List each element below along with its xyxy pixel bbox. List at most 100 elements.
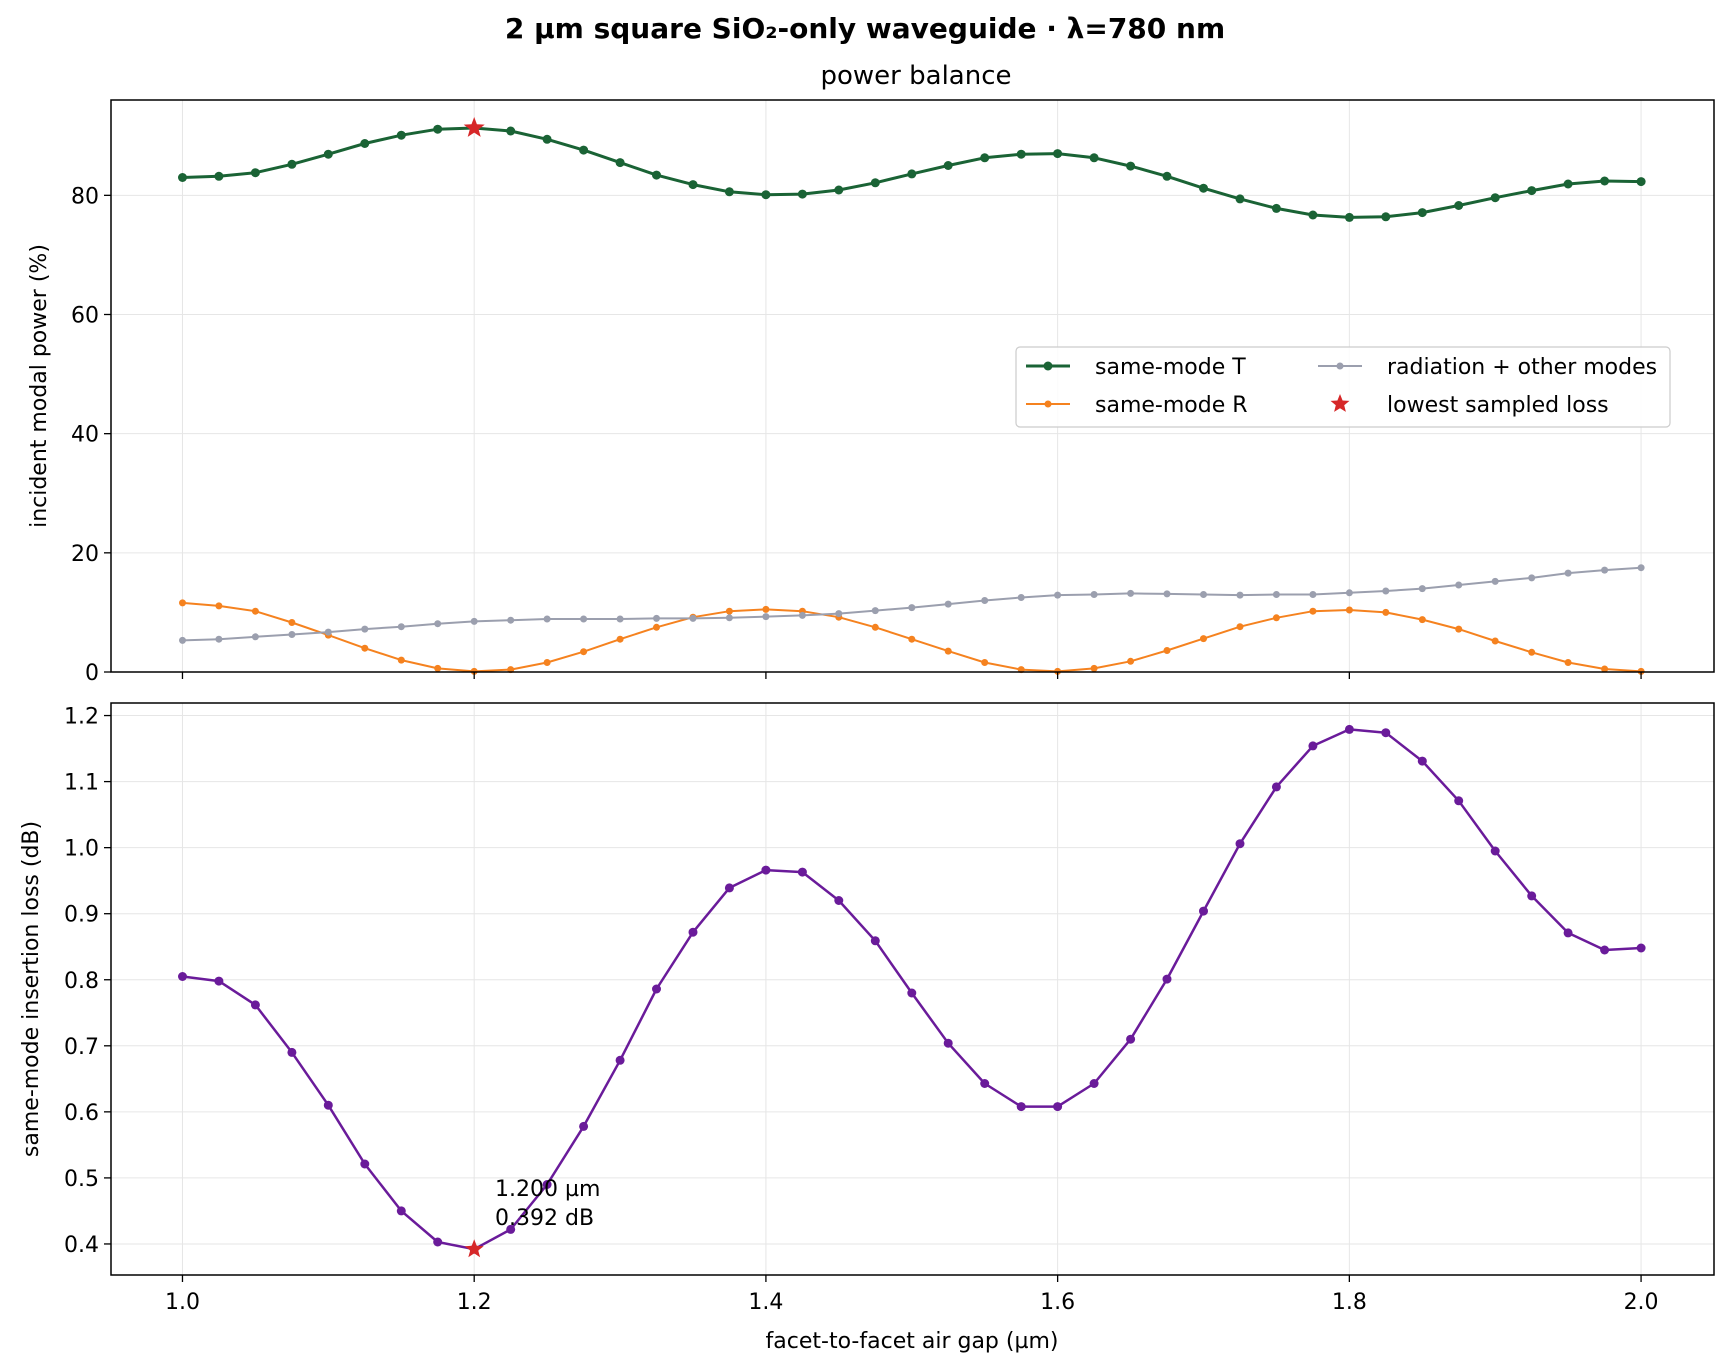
legend-label-lowest-loss: lowest sampled loss	[1387, 393, 1609, 418]
same-mode-r-point-7	[434, 664, 442, 672]
radiation-point-6	[397, 623, 405, 631]
radiation-point-30	[1272, 591, 1280, 598]
same-mode-r-point-0	[179, 599, 186, 607]
radiation-point-37	[1528, 574, 1536, 582]
radiation-point-39	[1601, 566, 1609, 574]
same-mode-t-point-27	[1162, 171, 1172, 181]
insertion-loss-point-15	[724, 883, 734, 893]
radiation-point-20	[908, 604, 916, 612]
radiation-point-11	[580, 615, 588, 623]
bottom-y-tick-label-0.8: 0.8	[64, 969, 99, 994]
insertion-loss-point-1	[214, 976, 224, 986]
same-mode-r-point-16	[762, 605, 770, 613]
same-mode-t-point-14	[688, 180, 698, 190]
same-mode-t-point-40	[1636, 177, 1646, 187]
radiation-point-10	[543, 615, 551, 623]
top-y-tick-label-40: 40	[71, 423, 99, 448]
bottom-y-tick-label-0.9: 0.9	[64, 903, 99, 928]
same-mode-t-point-13	[652, 170, 661, 180]
same-mode-r-point-33	[1382, 608, 1390, 616]
radiation-point-7	[434, 620, 442, 628]
radiation-point-12	[616, 615, 624, 623]
same-mode-r-point-30	[1272, 614, 1280, 622]
insertion-loss-point-4	[323, 1100, 333, 1110]
legend-entry-same-mode-t: same-mode T	[1026, 355, 1246, 380]
insertion-loss-point-18	[834, 896, 844, 905]
same-mode-t-point-18	[834, 185, 844, 195]
insertion-loss-point-22	[980, 1079, 990, 1088]
bottom-lowest-loss-star	[464, 1239, 484, 1258]
same-mode-t-point-2	[250, 168, 260, 178]
insertion-loss-point-23	[1016, 1102, 1026, 1112]
radiation-point-38	[1564, 569, 1572, 577]
same-mode-t-point-15	[724, 187, 734, 197]
legend-entry-radiation: radiation + other modes	[1318, 355, 1657, 380]
insertion-loss-point-13	[652, 984, 661, 994]
top-series	[178, 117, 1646, 675]
same-mode-t-point-17	[797, 189, 807, 199]
legend-entry-same-mode-r: same-mode R	[1026, 393, 1248, 418]
same-mode-r-point-25	[1090, 664, 1098, 672]
radiation-point-19	[871, 607, 879, 615]
insertion-loss-point-29	[1235, 839, 1245, 849]
same-mode-r-point-2	[251, 607, 259, 615]
radiation-point-29	[1236, 591, 1244, 599]
radiation-point-33	[1382, 587, 1390, 595]
same-mode-r-point-35	[1455, 625, 1463, 633]
same-mode-t-point-38	[1563, 179, 1573, 189]
same-mode-t-point-37	[1527, 186, 1537, 196]
radiation-point-1	[215, 635, 223, 643]
same-mode-t-point-5	[360, 139, 370, 148]
insertion-loss-point-7	[433, 1237, 443, 1247]
bottom-plot-frame	[110, 702, 1715, 1276]
insertion-loss-point-20	[907, 988, 917, 998]
insertion-loss-point-9	[506, 1224, 516, 1234]
insertion-loss-point-5	[360, 1159, 370, 1169]
bottom-y-tick-label-1.2: 1.2	[64, 705, 99, 730]
radiation-point-22	[981, 597, 989, 604]
insertion-loss-point-30	[1271, 782, 1281, 792]
legend-marker-same-mode-t	[1043, 361, 1053, 371]
radiation-point-9	[507, 616, 515, 624]
same-mode-r-point-6	[397, 656, 405, 664]
radiation-point-15	[725, 614, 733, 622]
radiation-point-13	[653, 614, 660, 622]
figure-title: 2 µm square SiO₂-only waveguide · λ=780 …	[505, 12, 1225, 45]
insertion-loss-point-3	[287, 1047, 297, 1057]
insertion-loss-point-14	[688, 927, 698, 937]
same-mode-r-point-27	[1163, 647, 1171, 654]
same-mode-r-point-11	[580, 648, 588, 656]
same-mode-t-point-36	[1490, 193, 1500, 203]
same-mode-t-point-22	[980, 153, 990, 163]
radiation-point-0	[179, 636, 186, 644]
legend-marker-radiation	[1336, 362, 1344, 370]
same-mode-r-point-32	[1345, 606, 1353, 614]
radiation-point-27	[1163, 590, 1171, 598]
same-mode-r-point-26	[1127, 657, 1135, 665]
same-mode-r-point-10	[543, 659, 551, 666]
legend-marker-same-mode-r	[1044, 400, 1052, 408]
radiation-point-18	[835, 610, 843, 618]
same-mode-t-point-7	[433, 124, 443, 134]
bottom-y-tick-label-0.4: 0.4	[64, 1233, 99, 1258]
insertion-loss-point-34	[1417, 756, 1427, 766]
radiation-point-5	[361, 625, 369, 633]
top-y-ticks: 0 20 40 60 80	[71, 184, 111, 686]
radiation-point-32	[1345, 589, 1353, 597]
insertion-loss-point-12	[615, 1055, 625, 1065]
insertion-loss-point-25	[1089, 1079, 1099, 1088]
top-y-axis-label: incident modal power (%)	[27, 244, 52, 528]
insertion-loss-point-19	[870, 936, 880, 946]
insertion-loss-panel: 0.4 0.5 0.6 0.7 0.8 0.9 1.0 1.1 1.2 1.0 1.2 1.4 1.6…	[19, 702, 1715, 1315]
insertion-loss-point-38	[1563, 928, 1573, 938]
radiation-point-3	[288, 631, 296, 638]
same-mode-r-point-22	[981, 659, 989, 666]
insertion-loss-point-6	[396, 1206, 406, 1216]
top-plot-frame	[110, 99, 1715, 673]
top-y-tick-label-60: 60	[71, 304, 99, 329]
same-mode-t-point-11	[579, 145, 589, 155]
legend-label-radiation: radiation + other modes	[1387, 355, 1657, 380]
radiation-point-35	[1455, 581, 1463, 589]
same-mode-t-point-20	[907, 169, 917, 179]
